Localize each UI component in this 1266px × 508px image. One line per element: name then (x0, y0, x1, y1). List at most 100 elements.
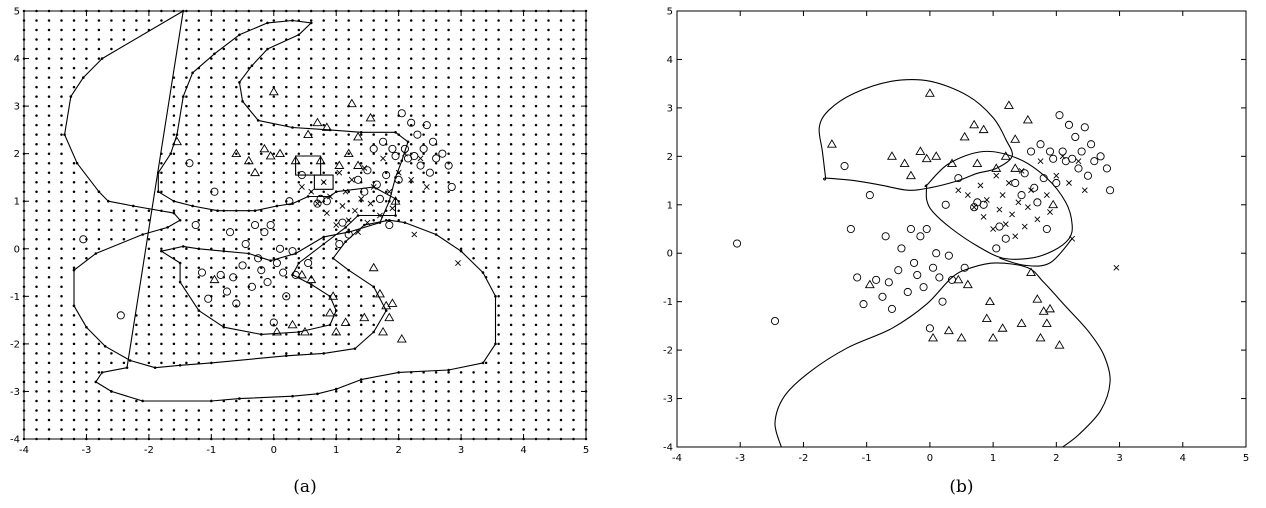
circle-point (279, 268, 288, 277)
grid-dot (559, 19, 563, 22)
grid-dot (334, 180, 338, 184)
grid-dot (160, 352, 163, 355)
grid-dot (447, 199, 450, 203)
grid-dot (35, 238, 38, 241)
grid-dot (497, 190, 500, 193)
grid-dot (60, 409, 63, 412)
grid-dot (235, 95, 238, 98)
grid-dot (235, 418, 238, 422)
grid-dot (247, 323, 251, 327)
triangle-point (275, 148, 286, 158)
grid-dot (260, 218, 263, 222)
grid-dot (272, 399, 276, 403)
grid-dot (372, 123, 375, 127)
grid-dot (359, 333, 363, 336)
grid-dot (210, 76, 213, 79)
small-box-boundary-2 (313, 174, 334, 190)
grid-dot (235, 133, 238, 136)
circle-point (400, 144, 409, 153)
cross-point (1081, 187, 1088, 194)
cross-point (377, 212, 383, 219)
grid-dot (534, 380, 538, 384)
grid-dot (484, 228, 488, 232)
grid-dot (359, 152, 363, 155)
grid-dot (72, 390, 76, 393)
grid-dot (72, 76, 76, 79)
grid-dot (322, 276, 325, 279)
grid-dot (384, 85, 388, 89)
grid-dot (272, 28, 276, 32)
grid-dot (97, 38, 101, 41)
grid-dot (359, 28, 363, 32)
grid-dot (547, 218, 550, 222)
boundary-vertex (316, 392, 319, 396)
triangle-point (271, 326, 282, 336)
grid-dot (185, 209, 188, 212)
circle-point (394, 175, 403, 184)
grid-dot (547, 57, 550, 60)
grid-dot (522, 190, 525, 193)
grid-dot (572, 161, 575, 165)
grid-dot (247, 190, 251, 193)
grid-dot (447, 209, 450, 212)
grid-dot (35, 19, 38, 22)
grid-dot (85, 361, 88, 365)
grid-dot (47, 352, 51, 355)
grid-dot (60, 19, 63, 22)
grid-dot (522, 28, 525, 32)
grid-dot (160, 342, 163, 346)
grid-dot (484, 380, 488, 384)
triangle-point (315, 155, 326, 165)
grid-dot (235, 123, 238, 127)
grid-dot (559, 428, 563, 431)
grid-dot (334, 57, 338, 60)
grid-dot (522, 428, 525, 431)
grid-dot (422, 76, 425, 79)
grid-dot (97, 238, 101, 241)
grid-dot (235, 142, 238, 146)
grid-dot (347, 76, 350, 79)
grid-dot (509, 314, 513, 317)
grid-dot (210, 199, 213, 203)
grid-dot (185, 142, 188, 146)
grid-dot (434, 409, 438, 412)
grid-dot (97, 409, 101, 412)
boundary-vertex (297, 33, 301, 37)
circle-point (872, 275, 881, 284)
grid-dot (222, 409, 226, 412)
boundary-vertex (160, 249, 163, 253)
circle-point (840, 161, 849, 171)
grid-dot (372, 47, 375, 51)
triangle-point (359, 312, 370, 322)
grid-dot (235, 57, 238, 60)
grid-dot (47, 228, 51, 232)
grid-dot (97, 19, 101, 22)
boundary-vertex (72, 268, 76, 272)
boundary-vertex (400, 159, 404, 163)
grid-dot (322, 19, 325, 22)
grid-dot (509, 47, 513, 51)
grid-dot (534, 57, 538, 60)
grid-dot (35, 57, 38, 60)
grid-dot (559, 247, 563, 251)
cross-point (342, 188, 349, 195)
grid-dot (210, 19, 213, 22)
boundary-vertex (403, 221, 407, 224)
triangle-point (396, 334, 407, 343)
grid-dot (235, 295, 238, 298)
grid-dot (409, 199, 413, 203)
grid-dot (285, 95, 288, 98)
grid-dot (484, 409, 488, 412)
grid-dot (559, 380, 563, 384)
grid-dot (285, 47, 288, 51)
grid-dot (272, 19, 276, 22)
cross-point (1037, 158, 1044, 165)
grid-dot (372, 428, 375, 431)
circle-point (375, 194, 384, 203)
grid-dot (60, 47, 63, 51)
grid-dot (522, 133, 525, 136)
grid-dot (497, 418, 500, 422)
cross-point (352, 207, 358, 214)
grid-dot (397, 161, 400, 165)
grid-dot (372, 295, 375, 298)
